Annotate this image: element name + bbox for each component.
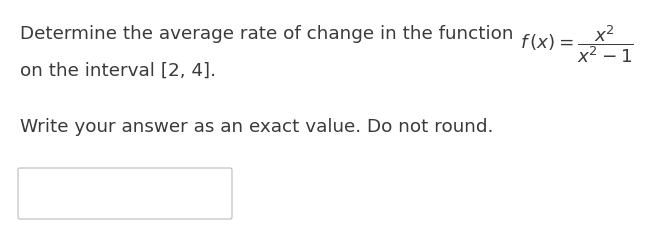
Text: Determine the average rate of change in the function: Determine the average rate of change in … <box>20 25 519 43</box>
FancyBboxPatch shape <box>18 168 232 219</box>
Text: $f\,(x) = \dfrac{x^2}{x^2-1}$: $f\,(x) = \dfrac{x^2}{x^2-1}$ <box>520 23 634 65</box>
Text: on the interval [2, 4].: on the interval [2, 4]. <box>20 62 216 80</box>
Text: Write your answer as an exact value. Do not round.: Write your answer as an exact value. Do … <box>20 118 493 136</box>
